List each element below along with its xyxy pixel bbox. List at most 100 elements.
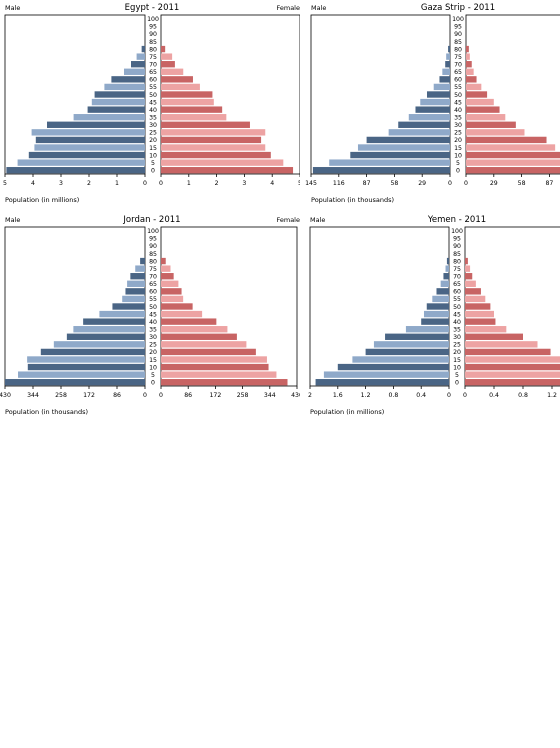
female-bar-age-55 — [465, 295, 486, 303]
age-label: 0 — [151, 380, 155, 387]
age-label: 95 — [149, 24, 157, 31]
male-bar-age-65 — [124, 68, 145, 75]
age-label: 5 — [456, 160, 460, 167]
pyramid-panel-1: Gaza Strip - 2011Male0510152025303540455… — [305, 3, 560, 204]
male-bar-age-80 — [446, 257, 449, 265]
male-bar-age-65 — [442, 68, 450, 75]
age-label: 95 — [149, 236, 157, 243]
female-bar-age-15 — [161, 144, 266, 151]
female-bar-age-30 — [465, 333, 523, 340]
age-label: 65 — [149, 281, 157, 288]
female-bar-age-80 — [161, 257, 166, 265]
age-label: 70 — [149, 62, 157, 69]
male-bar-age-70 — [131, 61, 145, 68]
male-bar-age-35 — [405, 326, 449, 333]
age-label: 35 — [453, 327, 461, 334]
age-label: 45 — [453, 311, 461, 318]
female-bar-age-80 — [466, 45, 469, 53]
male-bar-age-10 — [28, 151, 145, 159]
male-bar-age-30 — [398, 121, 450, 128]
female-bar-age-60 — [161, 288, 182, 295]
age-label: 25 — [453, 342, 461, 349]
age-label: 45 — [149, 99, 157, 106]
age-label: 35 — [149, 115, 157, 122]
age-label: 85 — [454, 39, 462, 46]
male-bar-age-80 — [140, 257, 145, 265]
female-tick-label: 5 — [298, 180, 302, 187]
female-tick-label: 1 — [187, 180, 191, 187]
male-bar-age-55 — [104, 83, 145, 91]
female-tick-label: 0.4 — [489, 392, 499, 399]
age-label: 30 — [453, 334, 461, 341]
female-bar-age-25 — [466, 129, 525, 136]
female-bar-age-70 — [466, 61, 472, 68]
female-bar-age-60 — [465, 288, 481, 295]
female-bar-age-20 — [161, 348, 256, 356]
age-label: 100 — [147, 228, 159, 235]
female-bar-age-5 — [161, 371, 277, 378]
male-tick-label: 0.8 — [388, 392, 398, 399]
female-bar-age-65 — [466, 68, 474, 75]
age-label: 65 — [454, 69, 462, 76]
female-bar-age-35 — [161, 114, 227, 121]
age-label: 55 — [149, 296, 157, 303]
female-bar-age-60 — [466, 76, 477, 83]
male-bar-age-65 — [440, 280, 449, 287]
female-tick-label: 1.2 — [547, 392, 557, 399]
female-bar-age-40 — [466, 106, 500, 113]
male-bar-age-30 — [66, 333, 145, 340]
female-bar-age-0 — [466, 167, 560, 174]
age-label: 90 — [149, 243, 157, 250]
age-label: 70 — [454, 62, 462, 69]
age-label: 75 — [454, 54, 462, 61]
female-bar-age-0 — [161, 167, 294, 174]
age-label: 20 — [149, 137, 157, 144]
male-tick-label: 3 — [59, 180, 63, 187]
female-tick-label: 0.8 — [518, 392, 528, 399]
male-tick-label: 258 — [55, 392, 67, 399]
female-bar-age-70 — [161, 61, 175, 68]
male-bar-age-35 — [408, 114, 450, 121]
female-bar-age-45 — [466, 98, 494, 106]
x-axis-label: Population (in thousands) — [311, 196, 394, 204]
male-label: Male — [5, 4, 20, 12]
female-tick-label: 0 — [463, 392, 467, 399]
female-bar-age-15 — [466, 144, 556, 151]
age-label: 0 — [455, 380, 459, 387]
female-bar-age-35 — [465, 326, 507, 333]
age-label: 25 — [149, 130, 157, 137]
male-bar-age-50 — [94, 91, 145, 98]
female-bar-age-55 — [161, 295, 184, 303]
male-bar-age-70 — [443, 273, 449, 280]
age-label: 60 — [149, 289, 157, 296]
age-label: 60 — [149, 77, 157, 84]
male-bar-age-15 — [357, 144, 450, 151]
male-bar-age-5 — [329, 159, 450, 166]
male-bar-age-80 — [448, 45, 450, 53]
male-tick-label: 0 — [143, 392, 147, 399]
female-tick-label: 344 — [264, 392, 276, 399]
female-tick-label: 0 — [464, 180, 468, 187]
male-bar-age-20 — [366, 136, 450, 144]
male-tick-label: 4 — [31, 180, 35, 187]
male-bar-age-75 — [446, 53, 450, 60]
x-axis-label: Population (in millions) — [5, 196, 79, 204]
male-bar-age-55 — [122, 295, 145, 303]
female-tick-label: 172 — [209, 392, 221, 399]
female-bar-age-10 — [161, 363, 269, 371]
age-label: 40 — [149, 107, 157, 114]
age-label: 55 — [454, 84, 462, 91]
age-label: 10 — [453, 364, 461, 371]
age-label: 70 — [149, 274, 157, 281]
age-label: 20 — [453, 349, 461, 356]
male-tick-label: 0 — [143, 180, 147, 187]
male-bar-age-70 — [445, 61, 450, 68]
female-tick-label: 2 — [215, 180, 219, 187]
age-label: 75 — [453, 266, 461, 273]
male-bar-age-75 — [445, 265, 449, 272]
female-tick-label: 87 — [545, 180, 553, 187]
age-label: 95 — [454, 24, 462, 31]
male-bar-age-20 — [365, 348, 449, 356]
